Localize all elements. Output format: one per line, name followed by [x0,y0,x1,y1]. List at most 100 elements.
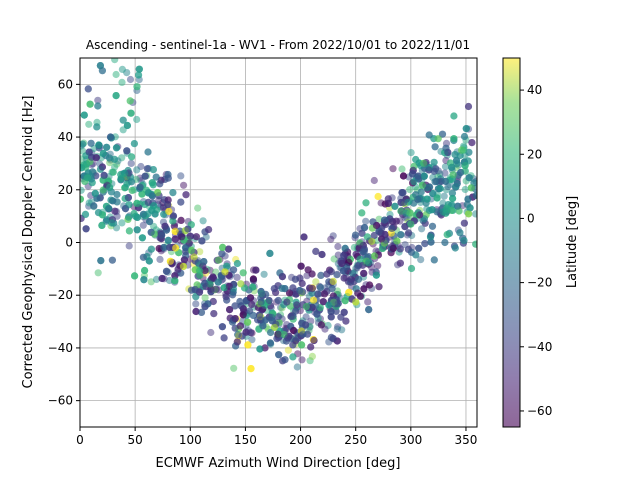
scatter-point [164,236,172,244]
scatter-point [222,293,230,301]
scatter-point [283,298,291,306]
scatter-point [172,244,180,252]
scatter-point [259,322,267,330]
scatter-point [388,224,396,233]
scatter-point [461,161,469,170]
scatter-point [415,244,423,252]
scatter-point [182,244,190,252]
scatter-point [214,278,222,286]
scatter-point [239,305,247,313]
scatter-point [307,317,315,325]
scatter-point [441,163,450,171]
scatter-point [152,275,161,283]
scatter-point [408,170,417,178]
scatter-point [124,194,132,202]
scatter-point [177,172,185,180]
scatter-point [166,243,174,251]
scatter-point [443,231,451,239]
scatter-point [427,238,435,246]
scatter-point [147,245,155,253]
scatter-point [158,231,166,239]
scatter-point [87,139,95,147]
scatter-point [472,210,477,218]
scatter-point [225,245,233,253]
y-axis-label: Corrected Geophysical Doppler Centroid [… [21,95,36,388]
scatter-point [426,233,435,241]
scatter-point [270,285,278,293]
scatter-point [298,279,306,288]
scatter-point [171,277,179,285]
scatter-point [260,270,268,278]
x-tick-label: 100 [179,433,202,447]
scatter-point [225,282,233,290]
scatter-point [249,275,257,283]
scatter-point [293,363,301,371]
scatter-point [420,159,428,167]
scatter-point [333,271,341,279]
scatter-point [318,250,326,259]
scatter-point [80,186,85,194]
scatter-point [186,232,194,240]
scatter-point [90,202,98,210]
scatter-point [364,259,373,267]
scatter-point [423,195,431,203]
scatter-point [257,298,265,306]
scatter-point [141,266,149,275]
scatter-point [140,276,148,284]
scatter-point [334,251,342,259]
scatter-point [417,188,425,196]
scatter-point [417,256,425,264]
scatter-point [239,311,247,319]
scatter-point [425,166,433,174]
scatter-point [80,164,86,172]
scatter-point [370,176,378,185]
scatter-point [108,256,116,264]
scatter-point [449,194,457,203]
scatter-point [247,365,255,373]
scatter-point [161,222,169,230]
scatter-point [85,120,93,128]
scatter-point [462,125,470,133]
scatter-point [468,139,476,147]
scatter-point [126,75,135,84]
scatter-point [428,222,437,230]
scatter-point [313,310,321,318]
scatter-point [182,191,190,199]
scatter-point [233,259,241,268]
scatter-point [389,165,397,173]
x-tick-label: 150 [234,433,257,447]
scatter-point [372,271,380,279]
scatter-point [431,178,439,186]
scatter-point [218,250,226,258]
scatter-point [150,202,158,210]
scatter-point [374,262,382,270]
scatter-point [358,229,366,237]
scatter-point [201,279,209,287]
scatter-point [338,259,346,267]
scatter-point [83,160,91,168]
scatter-point [299,330,307,338]
scatter-point [389,244,397,252]
scatter-point [341,244,349,252]
scatter-point [237,280,245,288]
scatter-point [396,245,404,253]
scatter-point [307,343,315,351]
scatter-point [360,224,369,232]
scatter-point [333,325,341,333]
scatter-point [179,262,187,270]
scatter-point [130,140,138,148]
scatter-point [440,192,448,200]
scatter-point [449,171,457,179]
scatter-point [323,270,331,278]
scatter-point [414,195,422,203]
scatter-point [300,233,308,241]
scatter-point [123,121,131,130]
scatter-point [397,198,405,207]
scatter-point [399,172,408,180]
scatter-point [199,217,207,225]
scatter-point [156,255,164,263]
scatter-point [109,168,117,176]
scatter-point [80,140,87,148]
scatter-point [133,166,141,174]
scatter-point [233,273,241,281]
